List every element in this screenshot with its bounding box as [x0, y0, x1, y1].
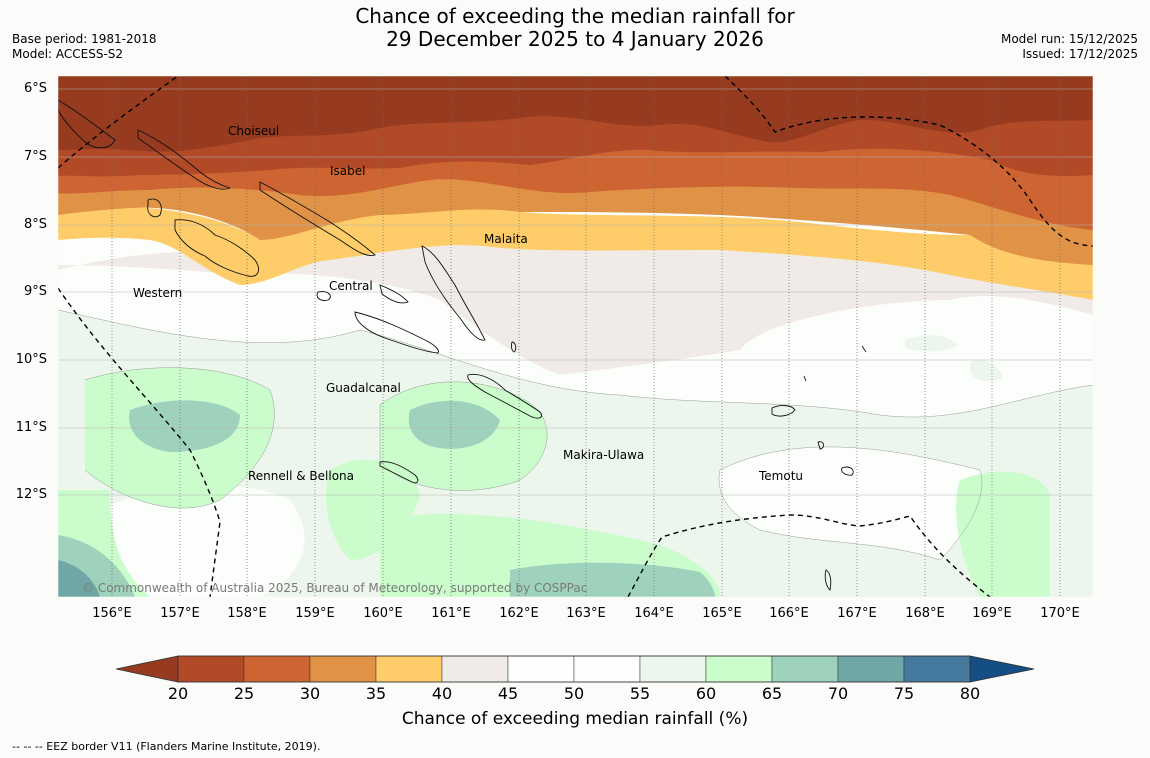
- colorbar-tick-80: 80: [959, 684, 981, 703]
- lon-label-159e: 159°E: [295, 606, 335, 621]
- place-label-rennell-bellona: Rennell & Bellona: [248, 469, 355, 483]
- map-title-line2: 29 December 2025 to 4 January 2026: [386, 27, 764, 51]
- colorbar-segment-1: [177, 655, 245, 683]
- place-label-malaita: Malaita: [484, 232, 528, 246]
- colorbar-tick-60: 60: [695, 684, 717, 703]
- colorbar-tick-30: 30: [299, 684, 321, 703]
- lon-label-156e: 156°E: [92, 606, 132, 621]
- contour-lines: [58, 309, 1093, 561]
- colorbar-segment-7: [573, 655, 641, 683]
- colorbar-tick-70: 70: [827, 684, 849, 703]
- lat-label-7s: 7°S: [23, 149, 47, 164]
- base-period: Base period: 1981-2018: [12, 32, 157, 46]
- colorbar-tick-20: 20: [167, 684, 189, 703]
- contour-below-20: [58, 76, 1093, 152]
- place-label-isabel: Isabel: [330, 164, 366, 178]
- colorbar-segment-2: [243, 655, 311, 683]
- contour-70-75-sw: [58, 560, 100, 597]
- colorbar-tick-25: 25: [233, 684, 255, 703]
- lat-label-8s: 8°S: [23, 217, 47, 232]
- lon-label-158e: 158°E: [227, 606, 267, 621]
- place-label-temotu: Temotu: [759, 469, 804, 483]
- colorbar-segment-6: [507, 655, 575, 683]
- place-label-makira-ulawa: Makira-Ulawa: [563, 448, 645, 462]
- colorbar-frame: [177, 655, 971, 683]
- lat-label-11s: 11°S: [15, 420, 47, 435]
- colorbar-arrow-high: [969, 655, 1035, 683]
- colorbar-tick-50: 50: [563, 684, 585, 703]
- lon-label-163e: 163°E: [566, 606, 606, 621]
- model-name: Model: ACCESS-S2: [12, 47, 124, 61]
- contour-40-45: [58, 237, 1093, 375]
- colorbar: [115, 655, 1035, 683]
- lon-label-167e: 167°E: [837, 606, 877, 621]
- colorbar-arrow-low: [115, 655, 179, 683]
- contour-65-70-central: [408, 400, 500, 449]
- colorbar-segment-5: [441, 655, 509, 683]
- colorbar-segments: [177, 655, 971, 683]
- place-label-western: Western: [133, 286, 183, 300]
- lon-label-168e: 168°E: [905, 606, 945, 621]
- colorbar-tick-75: 75: [893, 684, 915, 703]
- contour-60-65-east: [956, 471, 1050, 597]
- place-label-central: Central: [329, 279, 373, 293]
- eez-border: [58, 76, 1093, 597]
- contour-35-40: [58, 206, 1093, 300]
- colorbar-segment-10: [771, 655, 839, 683]
- latitude-lines: [58, 88, 1093, 496]
- colorbar-tick-55: 55: [629, 684, 651, 703]
- place-label-choiseul: Choiseul: [228, 124, 280, 138]
- lon-label-160e: 160°E: [363, 606, 403, 621]
- lat-label-6s: 6°S: [23, 81, 47, 96]
- contour-55-60-patch-1: [905, 335, 958, 352]
- map-area: © Commonwealth of Australia 2025, Bureau…: [58, 76, 1093, 597]
- colorbar-tick-45: 45: [497, 684, 519, 703]
- map-title-line1: Chance of exceeding the median rainfall …: [355, 4, 795, 28]
- colorbar-tick-65: 65: [761, 684, 783, 703]
- map-copyright: © Commonwealth of Australia 2025, Bureau…: [82, 581, 587, 595]
- colorbar-segment-12: [903, 655, 971, 683]
- model-run: Model run: 15/12/2025: [1000, 32, 1138, 46]
- lon-label-161e: 161°E: [431, 606, 471, 621]
- lon-label-157e: 157°E: [160, 606, 200, 621]
- lon-label-164e: 164°E: [634, 606, 674, 621]
- contour-65-70-west: [129, 400, 240, 452]
- lon-label-169e: 169°E: [972, 606, 1012, 621]
- lon-label-162e: 162°E: [499, 606, 539, 621]
- colorbar-segment-11: [837, 655, 905, 683]
- colorbar-segment-8: [639, 655, 707, 683]
- eez-footnote: -- -- -- EEZ border V11 (Flanders Marine…: [12, 740, 321, 753]
- lat-label-10s: 10°S: [15, 352, 47, 367]
- contour-gap-se: [719, 446, 982, 560]
- lat-label-9s: 9°S: [23, 284, 47, 299]
- colorbar-tick-35: 35: [365, 684, 387, 703]
- colorbar-segment-9: [705, 655, 773, 683]
- colorbar-title: Chance of exceeding median rainfall (%): [401, 709, 749, 729]
- colorbar-tick-40: 40: [431, 684, 453, 703]
- lon-label-165e: 165°E: [702, 606, 742, 621]
- lon-label-166e: 166°E: [769, 606, 809, 621]
- issued-date: Issued: 17/12/2025: [1022, 47, 1138, 61]
- island-outlines: [58, 99, 867, 591]
- contour-gap-sw: [106, 485, 305, 597]
- lon-label-170e: 170°E: [1040, 606, 1080, 621]
- colorbar-segment-3: [309, 655, 377, 683]
- contour-65-70-south: [510, 562, 715, 597]
- colorbar-segment-4: [375, 655, 443, 683]
- contour-55-60-patch-2: [970, 359, 1003, 382]
- lat-label-12s: 12°S: [15, 487, 47, 502]
- map-frame: [57, 75, 1094, 598]
- place-label-guadalcanal: Guadalcanal: [326, 381, 401, 395]
